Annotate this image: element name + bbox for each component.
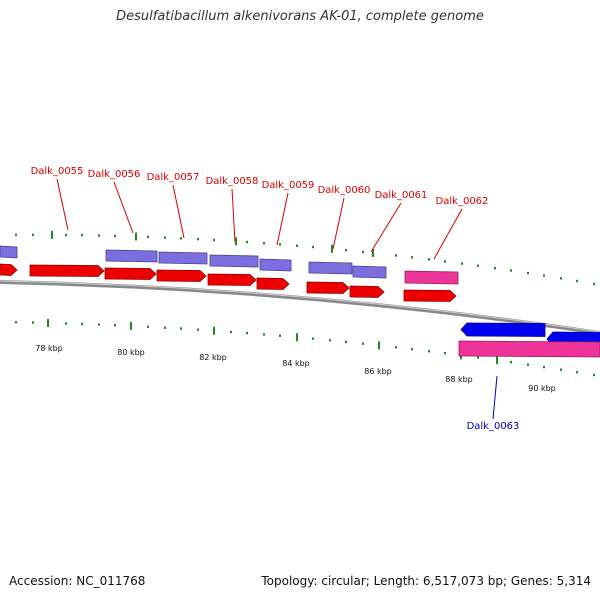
feature-track — [0, 245, 600, 358]
cds-feature — [306, 281, 350, 294]
cds-feature — [29, 264, 105, 277]
gene-label: Dalk_0063 — [467, 421, 520, 432]
cds-feature — [156, 269, 207, 282]
genome-summary-text: Topology: circular; Length: 6,517,073 bp… — [261, 574, 591, 588]
reverse-gene-feature — [460, 322, 546, 337]
rna-feature — [404, 270, 459, 285]
protein-feature — [105, 249, 158, 263]
outer-tick-ring — [15, 230, 595, 286]
gene-label: Dalk_0062 — [436, 196, 489, 207]
scale-label: 88 kbp — [445, 375, 473, 384]
label-leader-line — [172, 184, 185, 239]
label-leader-line — [370, 202, 402, 253]
gene-label: Dalk_0057 — [147, 172, 200, 183]
gene-label: Dalk_0055 — [31, 166, 84, 177]
cds-feature — [349, 285, 385, 298]
scale-label: 80 kbp — [117, 348, 145, 357]
cds-feature — [256, 277, 290, 290]
protein-feature — [259, 258, 292, 272]
label-leader-line — [332, 197, 345, 250]
label-leader-line — [113, 181, 134, 234]
label-leader-line — [231, 188, 236, 243]
label-leader-line — [56, 178, 69, 231]
label-leader-line — [433, 208, 463, 260]
protein-feature — [0, 245, 18, 259]
map-title: Desulfatibacillum alkenivorans AK-01, co… — [116, 9, 484, 24]
gene-label: Dalk_0058 — [206, 176, 259, 187]
cds-feature — [0, 263, 18, 276]
protein-feature — [352, 265, 387, 279]
genome-backbone — [0, 280, 600, 335]
label-leader-line — [276, 192, 289, 246]
rna-feature — [458, 340, 600, 358]
cds-feature — [207, 273, 257, 286]
label-leader-line — [492, 375, 498, 420]
genome-backbone-highlight — [0, 280, 600, 333]
scale-label: 78 kbp — [35, 344, 63, 353]
gene-label: Dalk_0061 — [375, 190, 428, 201]
cds-feature — [403, 289, 457, 302]
scale-label: 90 kbp — [528, 384, 556, 393]
gene-label: Dalk_0060 — [318, 185, 371, 196]
gene-label: Dalk_0056 — [88, 169, 141, 180]
scale-label-layer: 78 kbp 80 kbp 82 kbp 84 kbp 86 kbp 88 kbp 90 k… — [35, 344, 556, 393]
cds-feature — [104, 267, 157, 280]
protein-feature — [308, 261, 353, 275]
scale-label: 82 kbp — [199, 353, 227, 362]
label-leader-lines — [56, 178, 498, 420]
gene-label: Dalk_0059 — [262, 180, 315, 191]
inner-tick-ring — [15, 318, 595, 377]
protein-feature — [158, 251, 208, 265]
scale-label: 84 kbp — [282, 359, 310, 368]
gene-label-layer: Dalk_0055 Dalk_0056 Dalk_0057 Dalk_0058 Dalk… — [31, 166, 520, 432]
accession-text: Accession: NC_011768 — [9, 574, 146, 588]
protein-feature — [209, 254, 259, 268]
scale-label: 86 kbp — [364, 367, 392, 376]
